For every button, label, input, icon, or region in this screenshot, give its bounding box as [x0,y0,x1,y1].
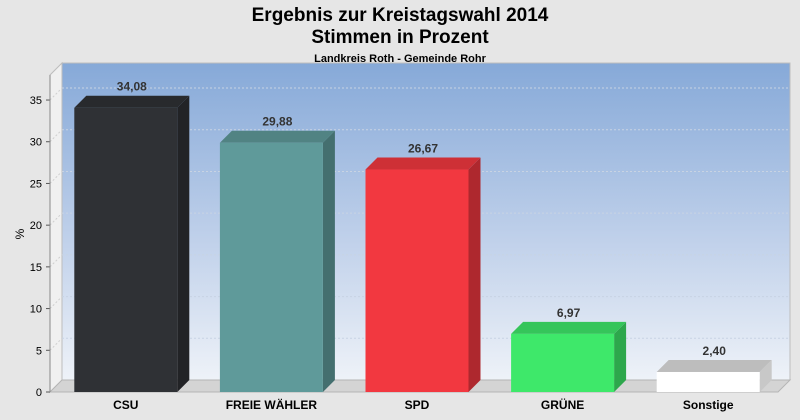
bar-top [511,321,627,334]
y-tick-label: 15 [30,262,42,274]
grid-line-side [49,171,63,184]
y-tick-label: 20 [30,220,42,232]
value-label: 6,97 [557,306,581,320]
y-tick-label: 25 [30,178,42,190]
category-label: Sonstige [683,398,734,412]
value-label: 29,88 [262,115,292,129]
bar-top [656,359,772,372]
y-axis-label: % [13,228,27,239]
bar-side [614,321,627,392]
bar-side [759,359,772,392]
chart-title: Ergebnis zur Kreistagswahl 2014 [251,5,549,26]
bar-front [74,107,178,392]
bar-sonstige [656,359,772,392]
bar-top [365,157,481,170]
y-tick-label: 10 [30,304,42,316]
category-label: CSU [113,398,138,412]
chart-title-line2: Stimmen in Prozent [311,27,489,48]
bar-side [468,157,481,392]
y-tick-label: 35 [30,95,42,107]
grid-line-side [49,87,63,101]
grid-line-side [49,337,63,351]
y-tick-label: 5 [36,345,42,357]
bar-top [219,130,335,143]
bar-csu [74,95,190,392]
bar-top [74,95,190,108]
plot-side-wall [49,61,63,394]
bar-front [219,142,323,392]
grid-line-side [49,129,63,143]
category-label: FREIE WÄHLER [226,397,318,412]
bar-front [656,371,760,392]
grid-line-side [49,296,63,309]
value-label: 26,67 [408,142,438,156]
bar-front [365,169,469,392]
bar-spd [365,157,481,392]
bar-front [511,333,615,392]
value-label: 2,40 [703,344,727,358]
bar-side [177,95,190,392]
bars [74,95,772,392]
grid-line-side [49,254,63,268]
labels: 34,08 CSU 29,88 FREIE WÄHLER 26,67 SPD 6,97 GRÜ… [113,80,734,412]
value-label: 34,08 [117,80,147,94]
y-axis: 0 5 10 15 20 25 30 35 [30,75,51,399]
chart-subtitle: Landkreis Roth - Gemeinde Rohr [314,53,486,65]
bar-grüne [511,321,627,392]
bar-freie-wähler [219,130,335,392]
y-tick-label: 0 [36,387,42,399]
category-label: GRÜNE [541,397,584,412]
bar-side [322,130,335,392]
y-tick-label: 30 [30,137,42,149]
chart-header: Ergebnis zur Kreistagswahl 2014 Stimmen … [0,0,800,66]
grid-line-side [49,212,63,226]
category-label: SPD [405,398,430,412]
